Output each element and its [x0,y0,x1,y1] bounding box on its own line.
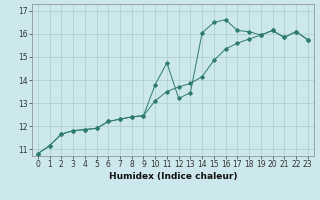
X-axis label: Humidex (Indice chaleur): Humidex (Indice chaleur) [108,172,237,181]
